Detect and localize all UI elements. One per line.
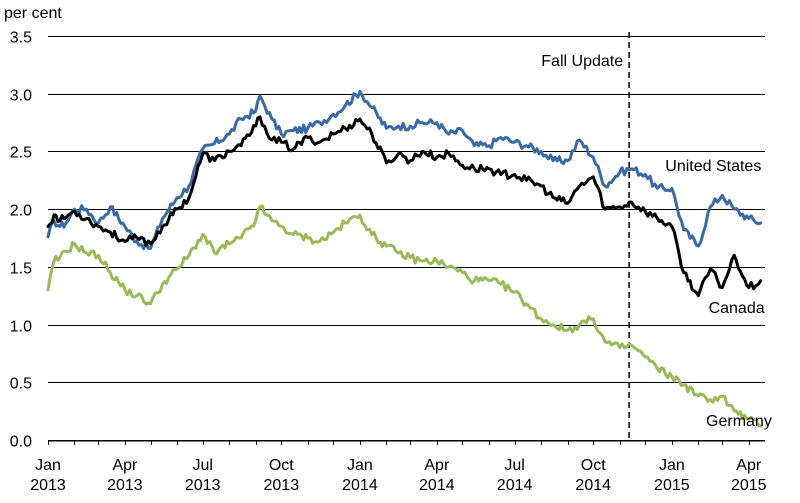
x-tick-label-year: 2014: [419, 477, 455, 494]
x-tick-label-month: Oct: [269, 457, 294, 474]
series-label-germany: Germany: [706, 413, 772, 430]
y-tick-label: 1.5: [10, 261, 32, 278]
x-tick-label-year: 2014: [342, 477, 378, 494]
x-tick-label-year: 2014: [497, 477, 533, 494]
x-tick-label-year: 2013: [107, 477, 143, 494]
x-tick-label-year: 2013: [185, 477, 221, 494]
y-tick-label: 0.0: [10, 434, 32, 451]
y-tick-label: 1.0: [10, 319, 32, 336]
x-tick-label-month: Jul: [504, 457, 524, 474]
series-layer: [46, 89, 763, 428]
x-tick-label-year: 2013: [264, 477, 300, 494]
x-tick-label-month: Apr: [112, 457, 138, 474]
label-layer: 0.0 0.5 1.0 1.5 2.0 2.5 3.0 3.5 per cent Jan 2013 A…: [4, 5, 772, 494]
x-tick-label-month: Apr: [736, 457, 762, 474]
series-label-canada: Canada: [709, 300, 765, 317]
x-tick-label-month: Jan: [35, 457, 61, 474]
x-tick-label-month: Apr: [424, 457, 450, 474]
y-tick-label: 3.5: [10, 30, 32, 47]
y-tick-label: 2.5: [10, 145, 32, 162]
x-tick-label-year: 2015: [731, 477, 767, 494]
x-tick-label-year: 2015: [654, 477, 690, 494]
x-tick-label-year: 2013: [30, 477, 66, 494]
y-tick-label: 3.0: [10, 88, 32, 105]
x-tick-label-month: Jul: [192, 457, 212, 474]
x-tick-label-month: Oct: [581, 457, 606, 474]
series-line-canada: [46, 115, 763, 298]
x-tick-label-month: Jan: [347, 457, 373, 474]
series-line-germany: [46, 204, 763, 428]
series-line-united-states: [46, 89, 763, 251]
series-label-united-states: United States: [665, 158, 761, 175]
x-tick-label-month: Jan: [659, 457, 685, 474]
axis-layer: [48, 439, 765, 445]
y-tick-label: 0.5: [10, 376, 32, 393]
grid-layer: [48, 36, 765, 383]
fall-update-label: Fall Update: [541, 53, 623, 70]
x-tick-label-year: 2014: [575, 477, 611, 494]
y-tick-label: 2.0: [10, 203, 32, 220]
y-axis-title: per cent: [4, 5, 62, 22]
